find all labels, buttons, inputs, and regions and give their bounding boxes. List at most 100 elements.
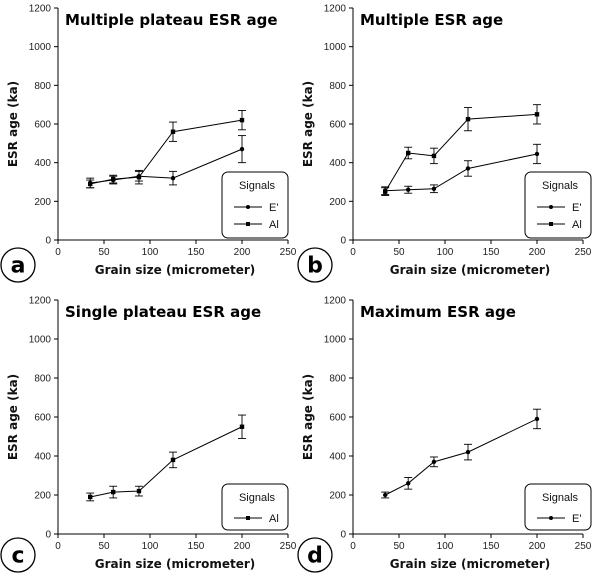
x-tick-label: 50: [393, 541, 405, 552]
y-tick-label: 1200: [324, 296, 347, 307]
panel-a: 0 50 100 150 200 250 0 200 400 600 800 1000 1200 Grai…: [0, 4, 297, 283]
panel-letter-badge: a: [0, 247, 36, 283]
x-tick-label: 200: [529, 541, 546, 552]
y-axis-label: ESR age (ka): [6, 81, 20, 167]
y-tick-label: 1200: [29, 296, 52, 307]
y-tick-label: 600: [34, 120, 51, 131]
data-point: [239, 424, 245, 429]
legend: Signals Al: [221, 483, 289, 531]
y-tick-label: 200: [34, 197, 51, 208]
x-axis-label: Grain size (micrometer): [390, 263, 551, 277]
x-tick-label: 100: [437, 541, 454, 552]
x-axis-label: Grain size (micrometer): [95, 557, 256, 571]
y-axis-label: ESR age (ka): [301, 81, 315, 167]
panel-letter: d: [307, 544, 323, 569]
x-tick-label: 200: [234, 541, 251, 552]
data-point: [111, 489, 116, 495]
legend-marker: [549, 222, 553, 226]
y-tick-label: 400: [329, 452, 346, 463]
y-tick-label: 1000: [29, 42, 52, 53]
y-tick-label: 0: [45, 530, 51, 541]
legend-label: Al: [269, 513, 279, 525]
legend-marker: [549, 516, 553, 520]
y-tick-label: 0: [340, 236, 346, 247]
x-tick-label: 250: [575, 541, 592, 552]
legend-marker: [549, 205, 553, 209]
x-tick-label: 0: [55, 541, 61, 552]
x-tick-label: 250: [280, 247, 297, 258]
series-line: [90, 119, 243, 185]
legend-entry: E': [537, 513, 581, 525]
panel-letter-circle: [0, 247, 36, 283]
legend-label: Al: [572, 219, 582, 231]
series-al: [381, 104, 541, 196]
x-tick-label: 150: [483, 247, 500, 258]
x-tick-label: 150: [188, 541, 205, 552]
legend-marker: [246, 205, 250, 209]
y-tick-label: 800: [34, 81, 51, 92]
y-tick-label: 0: [45, 236, 51, 247]
panel-letter-circle: [297, 247, 333, 283]
y-tick-label: 0: [340, 530, 346, 541]
data-point: [431, 459, 437, 465]
legend-entry: Al: [537, 219, 582, 231]
legend-title: Signals: [239, 180, 276, 192]
data-point: [406, 187, 411, 192]
y-tick-label: 200: [329, 491, 346, 502]
legend: Signals E' Al: [221, 171, 289, 239]
y-tick-label: 1200: [324, 4, 347, 15]
series-e-prime: [381, 143, 541, 196]
legend-box: [221, 171, 289, 239]
panel-title: Single plateau ESR age: [65, 303, 261, 321]
data-point: [170, 175, 176, 181]
data-point: [88, 494, 93, 500]
legend-label: E': [572, 202, 581, 214]
x-axis-label: Grain size (micrometer): [95, 263, 256, 277]
legend-title: Signals: [542, 180, 579, 192]
panel-letter-badge: b: [297, 247, 333, 283]
data-point: [383, 189, 388, 194]
data-point: [431, 186, 437, 191]
legend-entry: Al: [234, 513, 279, 525]
data-point: [170, 129, 176, 134]
data-point: [465, 449, 471, 455]
panel-title: Multiple ESR age: [360, 11, 503, 29]
data-point: [534, 112, 540, 117]
y-tick-label: 800: [34, 374, 51, 385]
x-tick-label: 250: [575, 247, 592, 258]
data-point: [431, 153, 437, 159]
y-tick-label: 400: [329, 158, 346, 169]
panel-title: Maximum ESR age: [360, 303, 516, 321]
legend-entry: Al: [234, 219, 279, 231]
data-point: [465, 116, 471, 122]
panel-letter-circle: [0, 537, 36, 573]
x-tick-label: 100: [142, 247, 159, 258]
x-tick-label: 0: [55, 247, 61, 258]
y-tick-label: 800: [329, 81, 346, 92]
panel-d: 0 50 100 150 200 250 0 200 400 600 800 1000 1200 Grai…: [297, 296, 592, 573]
x-tick-label: 50: [393, 247, 405, 258]
y-tick-label: 800: [329, 374, 346, 385]
y-tick-label: 1000: [324, 42, 347, 53]
y-tick-label: 600: [329, 413, 346, 424]
legend-title: Signals: [239, 492, 276, 504]
data-point: [383, 492, 388, 498]
panel-letter-badge: c: [0, 537, 36, 573]
data-point: [534, 416, 540, 422]
panel-c: 0 50 100 150 200 250 0 200 400 600 800 1000 1200 Grai…: [0, 296, 297, 573]
x-tick-label: 0: [350, 247, 356, 258]
x-tick-label: 0: [350, 541, 356, 552]
y-tick-label: 1000: [29, 335, 52, 346]
series-e-prime: [381, 408, 541, 499]
y-tick-label: 400: [34, 452, 51, 463]
legend-label: E': [269, 202, 278, 214]
data-point: [239, 117, 245, 123]
x-tick-label: 200: [529, 247, 546, 258]
x-tick-label: 100: [142, 541, 159, 552]
y-axis-label: ESR age (ka): [6, 374, 20, 460]
panel-letter-circle: [297, 537, 333, 573]
legend-entry: E': [234, 202, 278, 214]
legend-label: Al: [269, 219, 279, 231]
y-tick-label: 200: [329, 197, 346, 208]
